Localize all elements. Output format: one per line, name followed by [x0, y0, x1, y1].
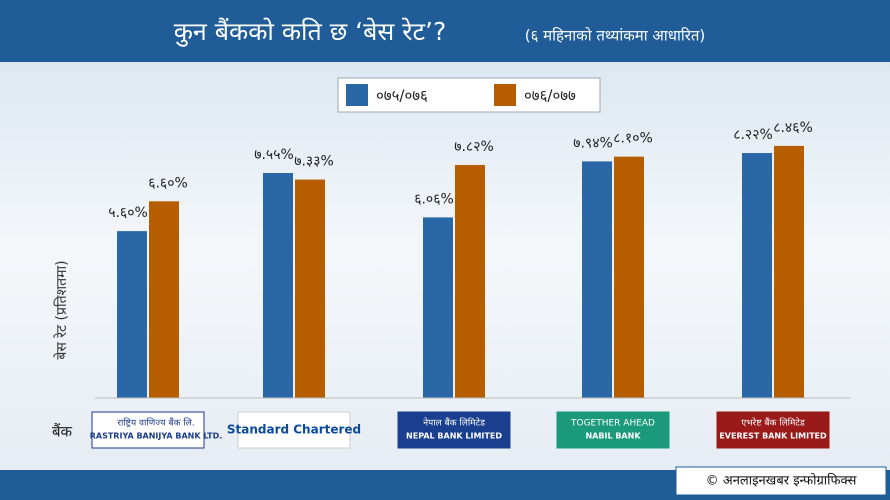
bar: [149, 201, 179, 398]
y-axis-label: बेस रेट (प्रतिशतमा): [53, 260, 70, 359]
value-label: ७.३३%: [294, 154, 334, 170]
footer-box: [675, 466, 887, 496]
bar: [455, 164, 485, 398]
bank-subname: एभरेष्ट बैंक लिमिटेड: [741, 417, 805, 429]
bank-name: EVEREST BANK LIMITED: [719, 432, 827, 441]
value-label: ६.६०%: [148, 175, 188, 191]
legend-label: ०७६/०७७: [524, 87, 576, 105]
bank-subname: TOGETHER AHEAD: [570, 419, 655, 429]
header-bar: [0, 0, 890, 62]
bank-logo: [91, 411, 205, 449]
bar: [742, 153, 772, 398]
bar: [263, 173, 293, 398]
value-label: ७.५५%: [254, 147, 294, 163]
bar: [423, 217, 453, 398]
x-axis-label: बैंक: [52, 423, 73, 441]
bar: [295, 179, 325, 398]
bar: [774, 145, 804, 398]
bar: [582, 161, 612, 398]
bank-logo: [397, 411, 511, 449]
chart-subtitle: (६ महिनाको तथ्यांकमा आधारित): [525, 27, 706, 45]
bank-logo: [716, 411, 830, 449]
value-label: ६.०६%: [414, 191, 454, 207]
bar: [117, 231, 147, 398]
bank-name: NABIL BANK: [585, 432, 641, 441]
legend-box: [337, 77, 601, 113]
bank-logo: [237, 411, 351, 449]
bar: [614, 156, 644, 398]
footer-credit: © अनलाइनखबर इन्फोग्राफिक्स: [706, 473, 857, 489]
bank-subname: राष्ट्रिय वाणिज्य बैंक लि.: [117, 417, 194, 429]
bank-subname: नेपाल बैंक लिमिटेड: [423, 417, 485, 429]
value-label: ५.६०%: [108, 205, 148, 221]
legend-label: ०७५/०७६: [376, 87, 428, 105]
legend-swatch: [494, 84, 516, 106]
bank-logo: [556, 411, 670, 449]
value-label: ८.४६%: [773, 120, 813, 136]
value-label: ८.१०%: [613, 131, 653, 147]
legend-swatch: [346, 84, 368, 106]
value-label: ७.८२%: [454, 139, 494, 155]
bank-name: RASTRIYA BANIJYA BANK LTD.: [90, 432, 223, 441]
value-label: ७.९४%: [573, 135, 613, 151]
bank-name: NEPAL BANK LIMITED: [406, 432, 502, 441]
chart-title: कुन बैंकको कति छ ‘बेस रेट’?: [174, 17, 447, 47]
bank-name: Standard Chartered: [227, 423, 361, 437]
value-label: ८.२२%: [733, 127, 773, 143]
